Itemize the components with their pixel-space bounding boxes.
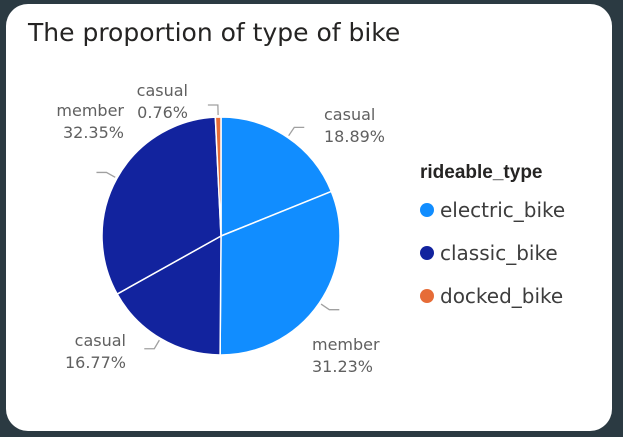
chart-card[interactable]: The proportion of type of bike casual 18.… — [6, 4, 612, 431]
legend-title: rideable_type — [420, 162, 543, 183]
leader-line-2 — [144, 339, 160, 350]
slice-label-pct-1: 31.23% — [312, 357, 373, 376]
slice-label-name-4: casual — [137, 81, 188, 100]
legend-label-classic-bike: classic_bike — [440, 241, 558, 265]
pie-slice-classic-bike-member[interactable] — [101, 116, 222, 296]
legend-item-classic-bike[interactable]: classic_bike — [420, 241, 558, 265]
slice-label-name-3: member — [56, 101, 124, 120]
legend-marker-classic-bike — [420, 246, 434, 260]
legend-label-docked-bike: docked_bike — [440, 284, 564, 308]
slice-label-name-1: member — [312, 335, 380, 354]
pie-chart: casual 18.89% member 31.23% casual 16.77% memb… — [56, 81, 385, 376]
leader-line-0 — [288, 126, 305, 137]
pie-slices — [101, 116, 341, 356]
chart-title: The proportion of type of bike — [28, 18, 401, 47]
slice-label-pct-0: 18.89% — [324, 127, 385, 146]
legend-marker-docked-bike — [420, 289, 434, 303]
pie-labels: casual 18.89% member 31.23% casual 16.77% memb… — [56, 81, 385, 376]
slice-label-name-0: casual — [324, 105, 375, 124]
legend-label-electric-bike: electric_bike — [440, 198, 566, 222]
slice-label-name-2: casual — [75, 331, 126, 350]
leader-line-4 — [207, 104, 219, 116]
leader-line-3 — [96, 171, 116, 178]
legend-marker-electric-bike — [420, 203, 434, 217]
legend-item-docked-bike[interactable]: docked_bike — [420, 284, 563, 308]
slice-label-pct-2: 16.77% — [65, 353, 126, 372]
slice-label-pct-4: 0.76% — [137, 103, 188, 122]
leader-line-1 — [320, 303, 340, 311]
legend-item-electric-bike[interactable]: electric_bike — [420, 198, 565, 222]
pie-slice-classic-bike-casual[interactable] — [116, 234, 222, 356]
pie-slice-docked-bike-casual[interactable] — [214, 116, 222, 237]
pie-slice-electric-bike-member[interactable] — [219, 190, 341, 356]
pie-slice-electric-bike-casual[interactable] — [220, 116, 333, 238]
slice-label-pct-3: 32.35% — [63, 123, 124, 142]
